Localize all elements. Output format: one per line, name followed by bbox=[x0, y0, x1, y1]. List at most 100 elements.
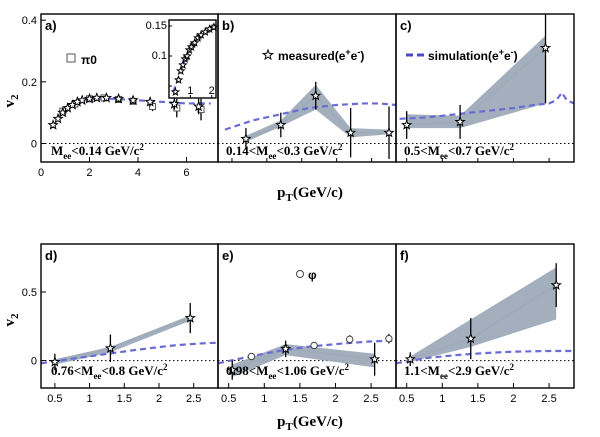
mass-range-annotation: 0.98<Mee<1.06 GeV/c2 bbox=[226, 362, 350, 381]
x-tick-label: 1 bbox=[261, 393, 267, 405]
measured-point bbox=[192, 100, 205, 112]
phi-point bbox=[346, 335, 354, 344]
panel-b: b) 0.14<Mee<0.3 GeV/c2 measured(e+e-) bbox=[217, 13, 397, 163]
panel-tag: b) bbox=[222, 18, 234, 33]
inset-measured-point bbox=[173, 74, 184, 85]
x-tick-label: 1 bbox=[439, 393, 445, 405]
panel-tag: f) bbox=[400, 248, 409, 263]
y-tick-label: 0.4 bbox=[22, 15, 37, 27]
measured-point bbox=[465, 332, 477, 344]
simulation-line bbox=[396, 349, 574, 365]
panel-e: 0.5 1 1.5 2 2.5 e) 0.98<Mee<1.06 GeV/c2 φ bbox=[217, 243, 397, 405]
measured-point bbox=[76, 94, 88, 106]
panel-a: 0 2 4 6 0 0.2 0.4 a) Mee<0.14 GeV/c2 π0 1 2 0.1 0.15 bbox=[22, 13, 219, 179]
panel-f: 0.5 1 1.5 2 2.5 f) 1.1<Mee<2.9 GeV/c2 bbox=[395, 243, 575, 405]
measured-point bbox=[104, 342, 117, 354]
measured-point bbox=[280, 343, 292, 354]
x-tick-label: 2 bbox=[86, 167, 92, 179]
plot-area-f bbox=[396, 263, 574, 367]
systematic-band bbox=[54, 315, 191, 365]
measured-point bbox=[144, 95, 156, 107]
phi-legend-marker bbox=[296, 270, 304, 278]
panel-tag: e) bbox=[222, 248, 234, 263]
panel-tag: c) bbox=[400, 18, 412, 33]
panel-tag: d) bbox=[45, 248, 57, 263]
phi-legend-label: φ bbox=[308, 268, 317, 282]
y-tick-label: 0 bbox=[31, 139, 37, 151]
measured-point bbox=[49, 355, 61, 367]
phi-point bbox=[247, 352, 256, 361]
x-tick-label: 0.5 bbox=[399, 393, 414, 405]
simulation-line bbox=[224, 102, 396, 131]
systematic-band bbox=[410, 267, 557, 362]
inset-measured-point bbox=[175, 65, 186, 76]
simulation-line bbox=[399, 90, 574, 120]
x-tick-label: 4 bbox=[135, 167, 141, 179]
panel-frame bbox=[395, 13, 575, 163]
measured-point bbox=[100, 91, 112, 103]
phi-point bbox=[310, 341, 318, 350]
plot-area-d bbox=[41, 302, 218, 371]
measured-point bbox=[184, 312, 196, 323]
x-tick-label: 0.5 bbox=[221, 393, 236, 405]
measured-point bbox=[401, 119, 413, 130]
simulation-line bbox=[41, 341, 218, 365]
x-tick-label: 2 bbox=[156, 393, 162, 405]
x-tick-label: 1.5 bbox=[470, 393, 485, 405]
phi-point bbox=[385, 334, 393, 343]
measured-point bbox=[83, 92, 96, 104]
inset: 1 2 0.1 0.15 bbox=[146, 19, 219, 99]
y-tick-label: 0 bbox=[31, 356, 37, 368]
inset-y-tick-label: 0.1 bbox=[152, 50, 167, 62]
simulation-legend-label: simulation(e+e-) bbox=[428, 47, 518, 63]
x-tick-label: 6 bbox=[183, 167, 189, 179]
measured-point bbox=[91, 91, 103, 103]
x-axis-label-top: pT(GeV/c) bbox=[277, 185, 343, 204]
panel-c: c) 0.5<Mee<0.7 GeV/c2 simulation(e+e-) bbox=[395, 13, 575, 163]
mass-range-annotation: 0.5<Mee<0.7 GeV/c2 bbox=[404, 142, 515, 161]
measured-legend-marker bbox=[261, 48, 275, 61]
measured-point bbox=[383, 126, 395, 138]
inset-frame bbox=[168, 19, 217, 99]
measured-point bbox=[226, 364, 238, 375]
panel-frame bbox=[395, 243, 575, 389]
measured-point bbox=[127, 94, 139, 106]
panel-tag: a) bbox=[45, 18, 57, 33]
x-tick-label: 1 bbox=[87, 393, 93, 405]
svg-text:v2: v2 bbox=[2, 94, 21, 108]
mass-range-annotation: Mee<0.14 GeV/c2 bbox=[51, 142, 144, 161]
pi0-legend-marker bbox=[66, 53, 76, 63]
measured-point bbox=[112, 92, 125, 104]
x-tick-label: 2.5 bbox=[541, 393, 556, 405]
inset-measured-point bbox=[189, 37, 200, 47]
measured-point bbox=[52, 112, 64, 124]
plot-area-e bbox=[218, 333, 396, 380]
inset-measured-point bbox=[170, 86, 181, 97]
plot-area-a bbox=[41, 91, 218, 144]
pi0-legend-label: π0 bbox=[81, 53, 97, 67]
measured-point bbox=[404, 353, 416, 364]
y-axis-label-bottom: v2 bbox=[2, 313, 21, 327]
mass-range-annotation: 1.1<Mee<2.9 GeV/c2 bbox=[404, 362, 515, 381]
measured-point bbox=[550, 279, 562, 290]
y-tick-label: 0.5 bbox=[22, 287, 37, 299]
x-tick-label: 0.5 bbox=[47, 393, 62, 405]
measured-point bbox=[310, 89, 322, 101]
panel-d: 0.5 1 1.5 2 2.5 0 0.5 d) 0.76<Mee<0.8 GeV/c2 bbox=[22, 243, 219, 405]
svg-text:v2: v2 bbox=[2, 313, 21, 327]
x-tick-label: 0 bbox=[38, 167, 44, 179]
measured-point bbox=[344, 126, 357, 138]
x-axis-label-bottom: pT(GeV/c) bbox=[277, 414, 343, 433]
mass-range-annotation: 0.76<Mee<0.8 GeV/c2 bbox=[51, 362, 168, 381]
measured-point bbox=[240, 132, 252, 144]
measured-point bbox=[454, 115, 466, 127]
inset-background bbox=[169, 20, 216, 98]
svg-text:pT(GeV/c): pT(GeV/c) bbox=[277, 185, 343, 204]
measured-point bbox=[539, 41, 552, 53]
measured-point bbox=[369, 353, 381, 364]
systematic-band bbox=[406, 35, 546, 129]
measured-point bbox=[47, 119, 59, 130]
x-tick-label: 2.5 bbox=[186, 393, 201, 405]
inset-measured-point bbox=[178, 59, 188, 70]
